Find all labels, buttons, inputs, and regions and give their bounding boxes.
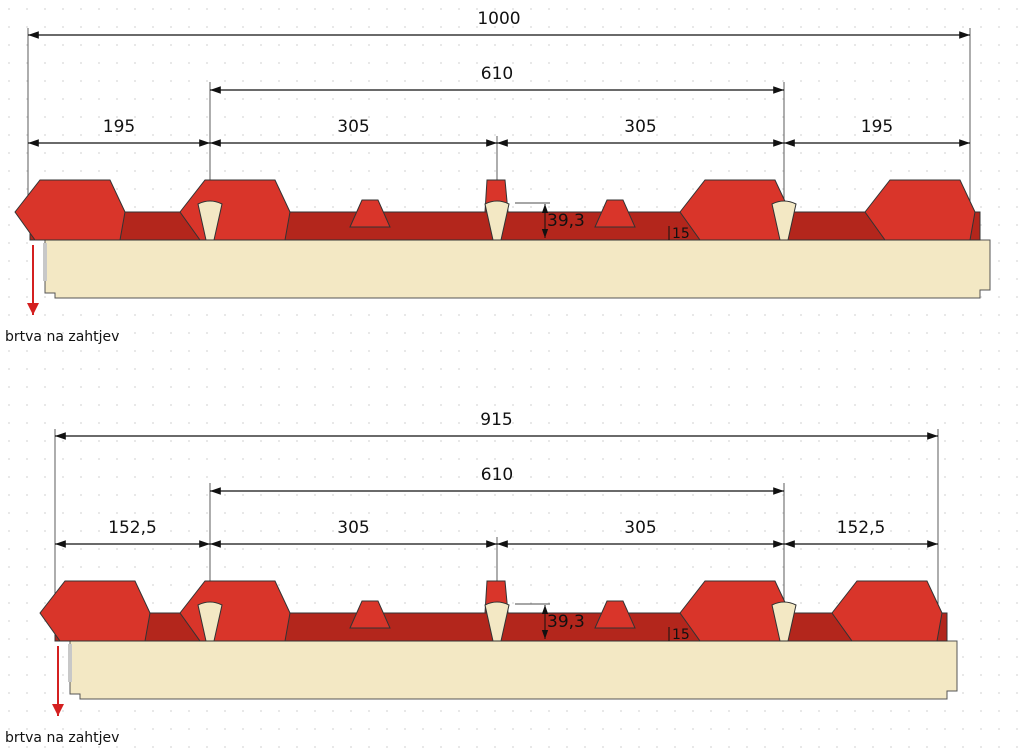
joint-notch: [197, 601, 223, 642]
dimension-label: 305: [337, 117, 369, 137]
rib: [14, 179, 126, 241]
seal-label: brtva na zahtjev: [5, 730, 119, 746]
small-rib-height-label: 15: [672, 226, 690, 242]
small-rib-height-label: 15: [672, 627, 690, 643]
small-rib: [349, 199, 391, 228]
foam-core: [69, 640, 958, 700]
foam-core: [44, 239, 991, 299]
small-rib: [594, 199, 636, 228]
joint-notch: [771, 200, 797, 241]
small-rib: [594, 600, 636, 629]
joint-notch: [484, 601, 510, 642]
dimension-label: 195: [861, 117, 893, 137]
dimension-label: 610: [481, 64, 513, 84]
seal-strip: [43, 243, 47, 281]
joint-notch: [771, 601, 797, 642]
rib: [864, 179, 976, 241]
seal-label: brtva na zahtjev: [5, 329, 119, 345]
dimension-label: 152,5: [108, 518, 157, 538]
dimension-label: 305: [337, 518, 369, 538]
rib: [39, 580, 151, 642]
dimension-label: 1000: [477, 9, 520, 29]
rib: [179, 580, 291, 642]
joint-notch: [484, 200, 510, 241]
rib: [831, 580, 943, 642]
seal-strip: [68, 644, 72, 682]
dimension-label: 305: [624, 518, 656, 538]
small-rib: [349, 600, 391, 629]
joint-notch: [197, 200, 223, 241]
dimension-label: 915: [480, 410, 512, 430]
rib-height-label: 39,3: [547, 211, 585, 231]
rib: [179, 179, 291, 241]
dimension-label: 610: [481, 465, 513, 485]
dimension-label: 305: [624, 117, 656, 137]
rib-height-label: 39,3: [547, 612, 585, 632]
dimension-label: 195: [103, 117, 135, 137]
dimension-label: 152,5: [837, 518, 886, 538]
